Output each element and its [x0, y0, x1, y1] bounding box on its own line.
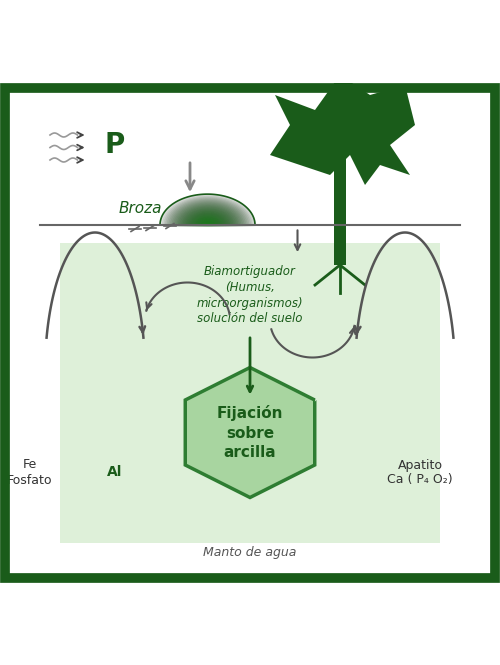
Text: Fijación
sobre
arcilla: Fijación sobre arcilla: [217, 405, 283, 460]
Text: Al: Al: [108, 465, 122, 479]
Text: Fe
Fosfato: Fe Fosfato: [7, 458, 53, 487]
Polygon shape: [270, 75, 415, 185]
FancyBboxPatch shape: [60, 243, 440, 543]
Text: Manto de agua: Manto de agua: [204, 546, 296, 559]
Polygon shape: [186, 368, 314, 497]
Bar: [334, 155, 346, 265]
Text: Biamortiguador
(Humus,
microorganismos)
solución del suelo: Biamortiguador (Humus, microorganismos) …: [196, 265, 304, 325]
Text: P: P: [105, 131, 125, 159]
Text: Apatito
Ca ( P₄ O₂): Apatito Ca ( P₄ O₂): [387, 458, 453, 487]
Text: Broza: Broza: [118, 201, 162, 216]
